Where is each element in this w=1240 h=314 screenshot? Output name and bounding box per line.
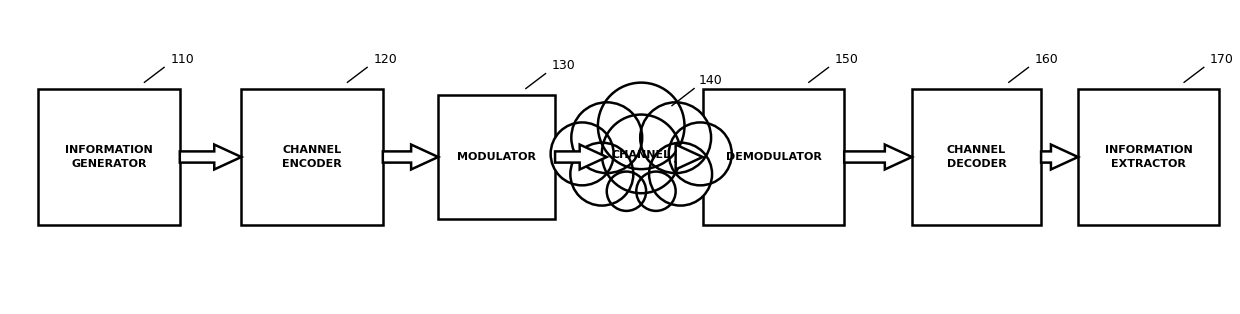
Ellipse shape [649,143,712,206]
Polygon shape [556,144,606,170]
Text: CHANNEL
DECODER: CHANNEL DECODER [946,145,1007,169]
Polygon shape [844,144,911,170]
Ellipse shape [598,83,684,169]
Text: 130: 130 [552,59,575,72]
FancyBboxPatch shape [911,89,1042,225]
Polygon shape [383,144,438,170]
Ellipse shape [606,171,646,211]
Text: 170: 170 [1210,53,1234,66]
Text: INFORMATION
EXTRACTOR: INFORMATION EXTRACTOR [1105,145,1193,169]
Polygon shape [1042,144,1078,170]
FancyBboxPatch shape [1078,89,1219,225]
Text: CHANNEL: CHANNEL [611,149,671,160]
FancyBboxPatch shape [242,89,383,225]
FancyBboxPatch shape [438,95,556,219]
Polygon shape [180,144,242,170]
Text: 120: 120 [373,53,397,66]
Text: 150: 150 [835,53,858,66]
Ellipse shape [636,171,676,211]
Text: 110: 110 [170,53,193,66]
Text: 140: 140 [699,74,723,87]
Ellipse shape [570,143,634,206]
Text: INFORMATION
GENERATOR: INFORMATION GENERATOR [66,145,153,169]
Text: 160: 160 [1034,53,1059,66]
FancyBboxPatch shape [703,89,844,225]
Ellipse shape [572,102,642,173]
Text: CHANNEL
ENCODER: CHANNEL ENCODER [283,145,342,169]
Text: MODULATOR: MODULATOR [458,152,536,162]
Ellipse shape [601,115,681,193]
Ellipse shape [551,122,614,185]
Polygon shape [676,144,703,170]
Text: DEMODULATOR: DEMODULATOR [725,152,821,162]
Ellipse shape [640,102,711,173]
FancyBboxPatch shape [38,89,180,225]
Ellipse shape [668,122,732,185]
